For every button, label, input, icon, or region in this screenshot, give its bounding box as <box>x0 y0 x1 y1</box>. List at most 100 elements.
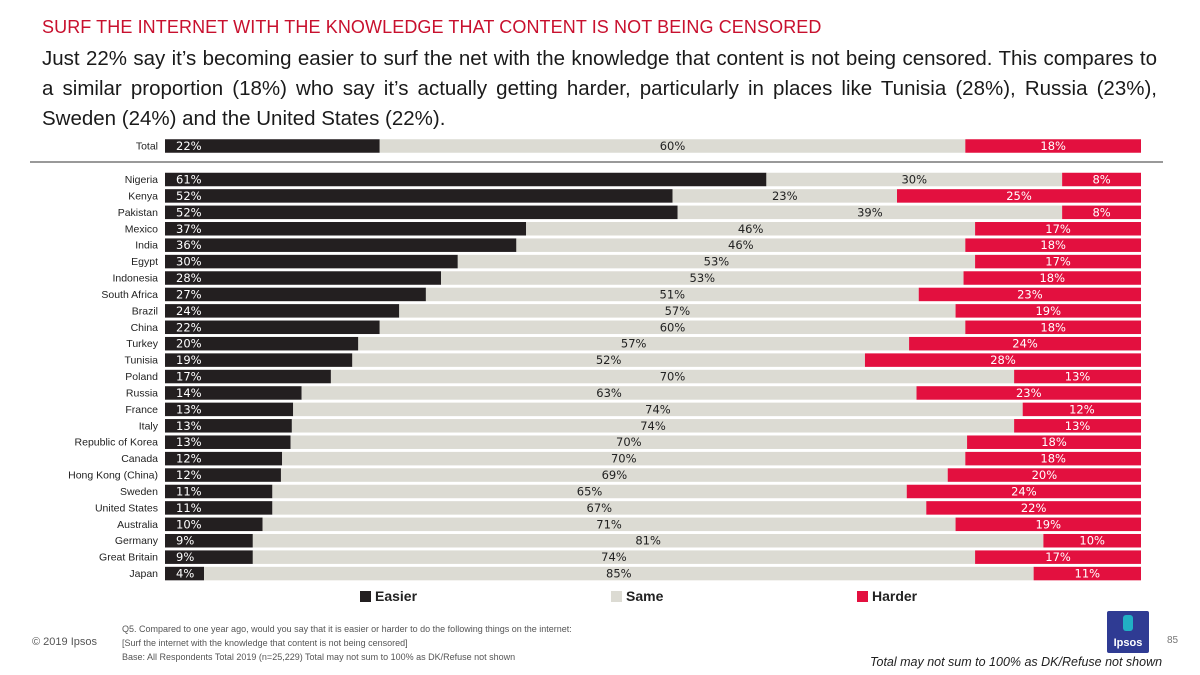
data-label-harder-sweden: 24% <box>1011 484 1037 498</box>
data-label-easier-canada: 12% <box>176 452 202 466</box>
data-label-harder-russia: 23% <box>1016 386 1042 400</box>
category-label-total: Total <box>136 141 158 153</box>
legend-swatch-same <box>611 591 622 602</box>
data-label-easier-germany: 9% <box>176 534 194 548</box>
data-label-easier-pakistan: 52% <box>176 205 202 219</box>
data-label-harder-france: 12% <box>1069 402 1095 416</box>
data-label-harder-poland: 13% <box>1065 370 1091 384</box>
bar-easier-germany <box>165 533 253 548</box>
bar-same-japan <box>204 566 1034 581</box>
bar-harder-total <box>965 139 1141 153</box>
data-label-same-australia: 71% <box>596 517 622 531</box>
bar-easier-france <box>165 402 294 417</box>
bar-same-turkey <box>358 336 910 351</box>
data-label-same-great-britain: 74% <box>601 550 627 564</box>
bar-easier-poland <box>165 369 331 384</box>
data-label-easier-japan: 4% <box>176 567 194 581</box>
sum-note: Total may not sum to 100% as DK/Refuse n… <box>870 655 1163 669</box>
bar-easier-italy <box>165 419 292 433</box>
data-label-harder-indonesia: 18% <box>1039 271 1065 285</box>
data-label-same-kenya: 23% <box>772 189 798 203</box>
bar-same-poland <box>330 369 1015 384</box>
category-label-indonesia: Indonesia <box>112 273 158 285</box>
category-label-republic-of-korea: Republic of Korea <box>75 437 159 449</box>
question-line: Base: All Respondents Total 2019 (n=25,2… <box>122 652 516 662</box>
category-label-italy: Italy <box>139 420 159 432</box>
data-label-harder-japan: 11% <box>1075 567 1101 581</box>
data-label-same-brazil: 57% <box>665 304 691 318</box>
data-label-harder-united-states: 22% <box>1021 501 1047 515</box>
data-label-harder-canada: 18% <box>1040 452 1066 466</box>
bar-same-indonesia <box>441 271 964 285</box>
data-label-harder-italy: 13% <box>1065 419 1091 433</box>
bar-same-italy <box>291 419 1015 433</box>
data-label-easier-great-britain: 9% <box>176 550 194 564</box>
data-label-same-republic-of-korea: 70% <box>616 435 642 449</box>
bar-same-canada <box>282 451 966 466</box>
bar-harder-italy <box>1014 419 1141 433</box>
data-label-harder-nigeria: 8% <box>1092 173 1110 187</box>
data-label-harder-brazil: 19% <box>1035 304 1061 318</box>
data-label-harder-china: 18% <box>1040 320 1066 334</box>
bar-same-pakistan <box>677 205 1063 220</box>
data-label-easier-tunisia: 19% <box>176 353 202 367</box>
bar-same-egypt <box>457 254 976 269</box>
bar-easier-united-states <box>165 501 273 515</box>
data-label-harder-kenya: 25% <box>1006 189 1032 203</box>
page-subtitle: Just 22% say it’s becoming easier to sur… <box>42 47 1157 130</box>
bar-harder-pakistan <box>1062 205 1141 220</box>
bar-harder-hong-kong-china <box>947 468 1141 482</box>
bar-harder-france <box>1022 402 1141 417</box>
data-label-easier-total: 22% <box>176 139 202 153</box>
category-label-great-britain: Great Britain <box>99 552 158 564</box>
data-label-same-turkey: 57% <box>621 337 647 351</box>
category-label-nigeria: Nigeria <box>125 174 158 186</box>
bar-easier-mexico <box>165 222 527 236</box>
bar-harder-india <box>965 238 1141 252</box>
data-label-same-hong-kong-china: 69% <box>602 468 628 482</box>
category-label-france: France <box>125 404 158 416</box>
bar-harder-japan <box>1033 566 1141 581</box>
category-label-china: China <box>131 322 159 334</box>
data-label-harder-hong-kong-china: 20% <box>1032 468 1058 482</box>
bar-easier-russia <box>165 386 302 400</box>
category-label-australia: Australia <box>117 519 158 531</box>
bar-easier-kenya <box>165 189 673 203</box>
legend-label-harder: Harder <box>872 588 918 604</box>
bar-harder-australia <box>955 517 1141 532</box>
bar-harder-tunisia <box>864 353 1141 367</box>
data-label-easier-south-africa: 27% <box>176 287 202 301</box>
data-label-same-sweden: 65% <box>577 484 603 498</box>
category-label-germany: Germany <box>115 535 159 547</box>
bar-same-total <box>379 139 966 153</box>
bar-harder-kenya <box>897 189 1141 203</box>
bar-same-tunisia <box>352 353 865 367</box>
data-label-easier-kenya: 52% <box>176 189 202 203</box>
page-title: SURF THE INTERNET WITH THE KNOWLEDGE THA… <box>42 17 822 37</box>
data-label-same-egypt: 53% <box>704 255 730 269</box>
category-label-canada: Canada <box>121 453 158 465</box>
bar-harder-canada <box>965 451 1141 466</box>
bar-easier-egypt <box>165 254 458 269</box>
bar-easier-australia <box>165 517 263 532</box>
data-label-same-japan: 85% <box>606 567 632 581</box>
category-label-south-africa: South Africa <box>101 289 158 301</box>
question-line: [Surf the internet with the knowledge th… <box>122 638 408 648</box>
bar-same-sweden <box>272 484 907 499</box>
data-label-harder-australia: 19% <box>1035 517 1061 531</box>
bar-harder-china <box>965 320 1141 335</box>
bar-easier-great-britain <box>165 550 253 564</box>
data-label-easier-poland: 17% <box>176 370 202 384</box>
data-label-easier-france: 13% <box>176 402 202 416</box>
bar-harder-republic-of-korea <box>967 435 1141 449</box>
question-line: Q5. Compared to one year ago, would you … <box>122 624 572 634</box>
bar-easier-india <box>165 238 517 252</box>
category-label-brazil: Brazil <box>132 305 158 317</box>
data-label-harder-tunisia: 28% <box>990 353 1016 367</box>
data-label-same-russia: 63% <box>596 386 622 400</box>
data-label-easier-indonesia: 28% <box>176 271 202 285</box>
data-label-harder-south-africa: 23% <box>1017 287 1043 301</box>
bar-easier-south-africa <box>165 287 426 302</box>
data-label-same-pakistan: 39% <box>857 205 883 219</box>
